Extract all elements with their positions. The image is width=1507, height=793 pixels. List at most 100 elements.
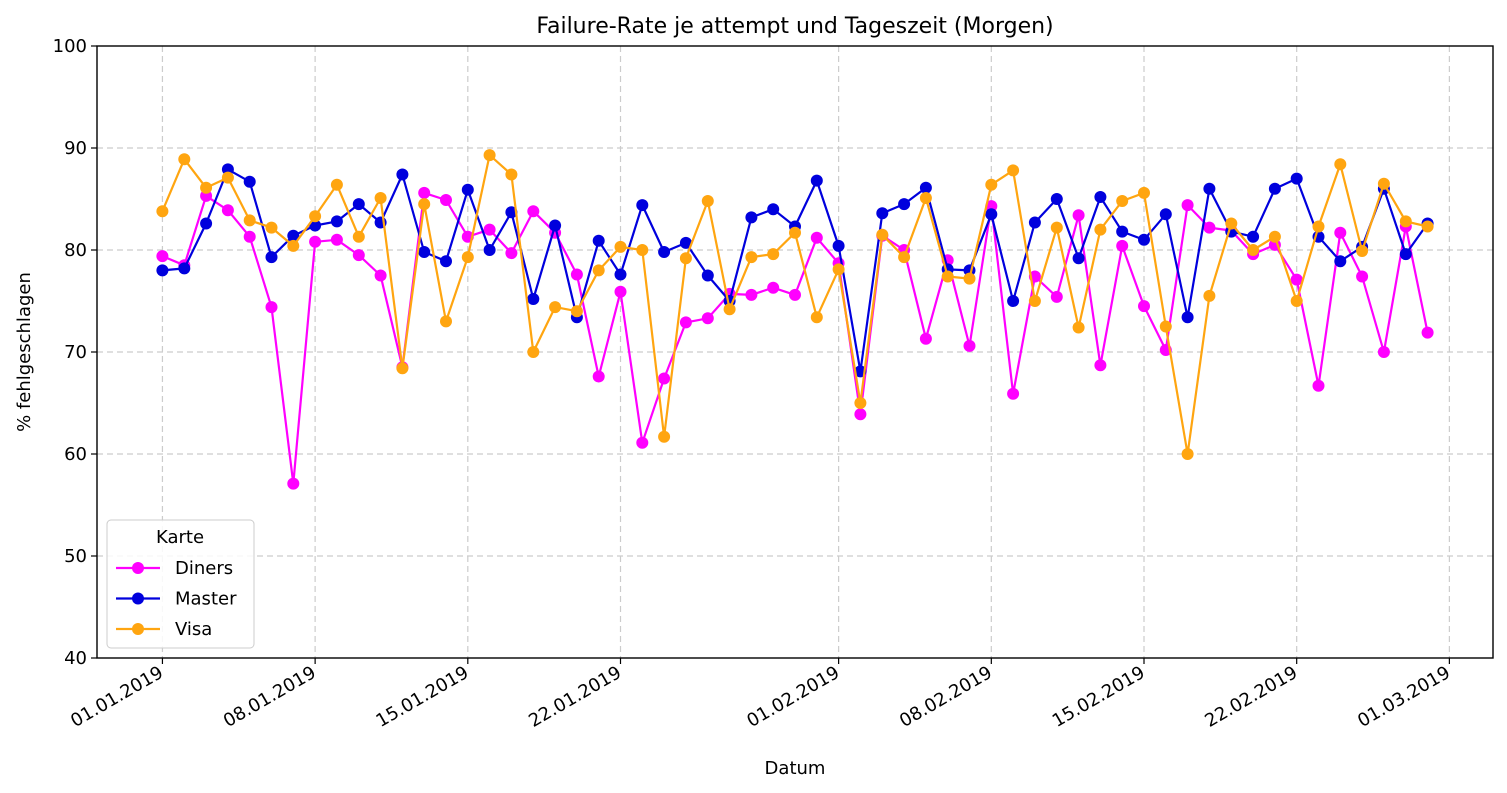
data-point-diners: [1050, 290, 1063, 303]
data-point-master: [1203, 182, 1216, 195]
data-point-visa: [221, 171, 234, 184]
data-point-visa: [1203, 289, 1216, 302]
data-point-master: [898, 198, 911, 211]
data-point-master: [527, 293, 540, 305]
series-layer: [156, 149, 1434, 490]
data-point-master: [1399, 248, 1412, 261]
data-point-visa: [1268, 230, 1281, 243]
data-point-visa: [1138, 186, 1150, 199]
legend-entries: Diners Master Visa: [116, 558, 237, 640]
data-point-visa: [309, 210, 322, 223]
data-point-visa: [919, 192, 932, 204]
data-point-visa: [1072, 321, 1085, 334]
data-point-diners: [505, 247, 518, 260]
data-point-visa: [1050, 221, 1063, 234]
data-point-master: [1072, 252, 1085, 265]
data-point-diners: [265, 301, 278, 314]
data-point-diners: [963, 339, 976, 352]
data-point-visa: [570, 305, 583, 318]
legend-marker-diners: [132, 562, 144, 574]
data-point-master: [1181, 311, 1194, 324]
data-point-visa: [592, 264, 605, 277]
data-point-diners: [1072, 209, 1085, 222]
y-tick-label: 80: [64, 240, 87, 261]
data-point-diners: [1377, 346, 1390, 358]
data-point-visa: [767, 248, 780, 261]
data-point-visa: [1377, 177, 1390, 190]
data-point-visa: [832, 263, 845, 276]
legend-entry-diners: Diners: [116, 558, 233, 579]
y-tick-label: 50: [64, 546, 87, 567]
data-point-master: [461, 183, 474, 196]
data-point-master: [810, 174, 823, 187]
data-point-diners: [810, 231, 823, 244]
data-point-visa: [701, 195, 714, 207]
data-point-master: [919, 181, 932, 194]
data-point-master: [832, 239, 845, 252]
data-point-diners: [854, 408, 867, 421]
data-point-visa: [1290, 295, 1303, 307]
data-point-diners: [221, 204, 234, 217]
data-point-diners: [919, 332, 932, 345]
data-point-visa: [789, 226, 801, 239]
data-point-visa: [1094, 223, 1107, 236]
data-point-master: [505, 206, 518, 219]
data-point-master: [156, 264, 169, 277]
legend-label-diners: Diners: [175, 558, 233, 579]
data-point-visa: [178, 153, 191, 166]
data-point-visa: [1116, 195, 1129, 207]
data-point-visa: [1356, 245, 1369, 257]
data-point-diners: [352, 249, 365, 262]
y-tick-label: 90: [64, 138, 87, 159]
data-point-diners: [679, 316, 692, 329]
data-point-visa: [876, 228, 889, 241]
data-point-visa: [352, 230, 365, 243]
data-point-diners: [309, 235, 322, 248]
data-point-visa: [614, 240, 627, 253]
legend-label-visa: Visa: [175, 619, 212, 640]
data-point-visa: [1225, 217, 1238, 230]
data-point-diners: [1290, 273, 1303, 286]
data-point-visa: [898, 251, 911, 264]
y-tick-label: 70: [64, 342, 87, 363]
data-point-master: [440, 255, 452, 268]
data-point-visa: [1247, 244, 1260, 256]
data-point-diners: [1421, 326, 1434, 339]
data-point-diners: [1334, 226, 1347, 239]
legend-entry-visa: Visa: [116, 619, 212, 640]
data-point-master: [265, 251, 278, 264]
data-point-visa: [1028, 295, 1041, 307]
data-point-visa: [810, 311, 823, 324]
legend: Karte Diners Master Visa: [106, 519, 255, 649]
data-point-visa: [1007, 164, 1020, 177]
y-axis: 40 50 60 70 80 90 100: [53, 36, 97, 669]
legend-label-master: Master: [175, 589, 237, 610]
data-point-visa: [636, 244, 649, 256]
data-point-master: [679, 236, 692, 249]
data-point-master: [243, 175, 256, 188]
chart-title: Failure-Rate je attempt und Tageszeit (M…: [536, 14, 1053, 39]
data-point-visa: [658, 430, 671, 443]
data-point-diners: [1181, 199, 1194, 212]
data-point-diners: [287, 477, 300, 490]
data-point-visa: [461, 251, 474, 264]
data-point-visa: [287, 239, 300, 252]
data-point-visa: [1181, 448, 1194, 460]
data-point-diners: [789, 288, 801, 301]
data-point-visa: [854, 397, 867, 409]
data-point-diners: [483, 223, 496, 236]
data-point-visa: [243, 214, 256, 227]
data-point-master: [1290, 172, 1303, 185]
data-point-diners: [418, 186, 431, 199]
data-point-master: [483, 244, 496, 256]
data-point-master: [1334, 255, 1347, 268]
data-point-visa: [723, 303, 736, 316]
series-master: [156, 163, 1434, 378]
data-point-master: [1028, 216, 1041, 229]
data-point-diners: [243, 230, 256, 243]
data-point-diners: [614, 285, 627, 298]
data-point-visa: [745, 251, 758, 264]
data-point-master: [658, 246, 671, 258]
data-point-diners: [156, 250, 169, 263]
